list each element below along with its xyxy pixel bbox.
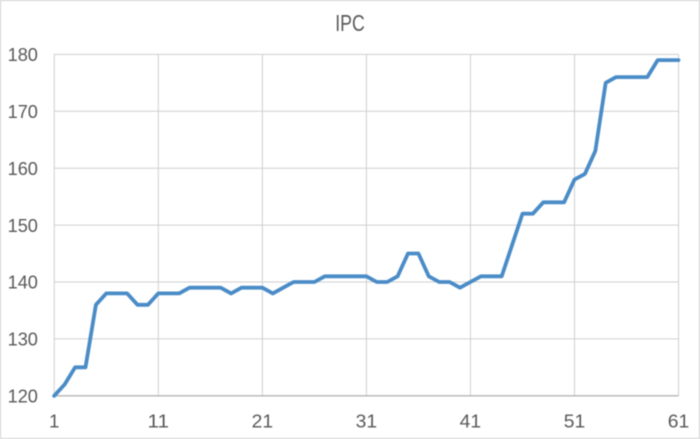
svg-text:41: 41 [460,411,482,432]
svg-text:51: 51 [564,411,586,432]
svg-text:160: 160 [8,158,38,179]
svg-text:31: 31 [356,411,378,432]
svg-text:IPC: IPC [335,10,365,36]
svg-text:180: 180 [8,44,38,65]
svg-text:11: 11 [148,411,170,432]
svg-text:61: 61 [668,411,690,432]
svg-text:120: 120 [8,386,38,407]
svg-text:170: 170 [8,101,38,122]
svg-text:150: 150 [8,215,38,236]
svg-text:140: 140 [8,272,38,293]
svg-text:1: 1 [49,411,59,432]
svg-text:130: 130 [8,329,38,350]
svg-text:21: 21 [252,411,274,432]
